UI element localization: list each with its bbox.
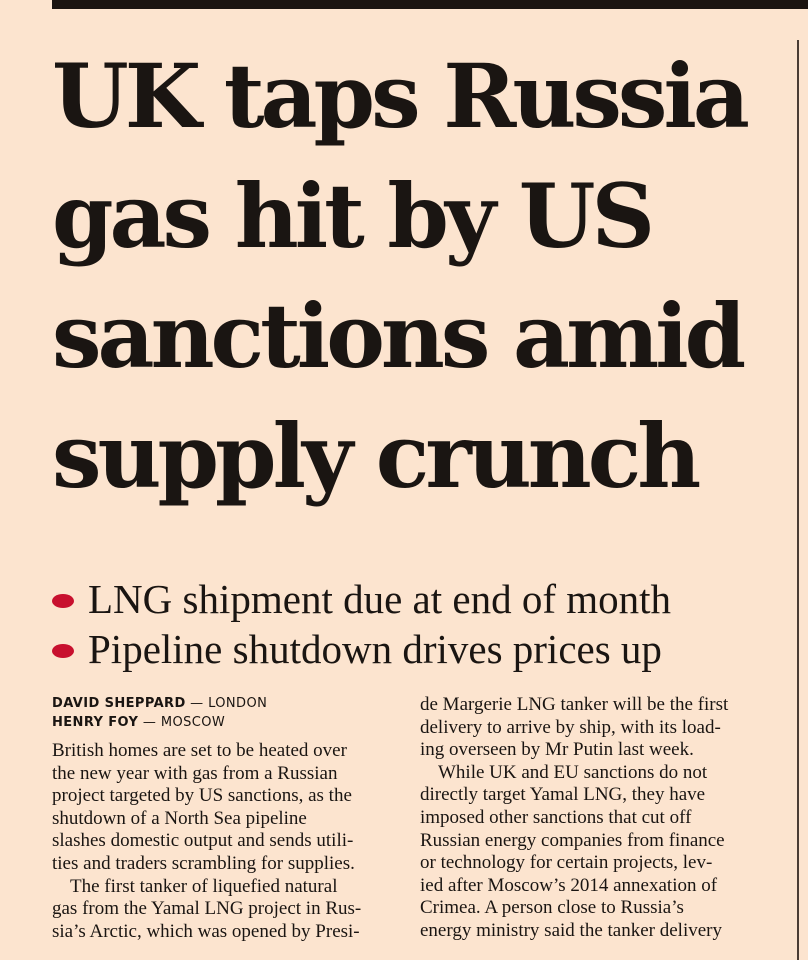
bullet-item: Pipeline shutdown drives prices up bbox=[52, 624, 792, 674]
author-name: DAVID SHEPPARD bbox=[52, 696, 186, 711]
body-line: directly target Yamal LNG, they have bbox=[420, 784, 706, 806]
body-line: sia’s Arctic, which was opened by Presi- bbox=[52, 920, 360, 942]
body-line: the new year with gas from a Russian bbox=[52, 762, 338, 784]
bullet-dot-icon bbox=[52, 644, 74, 658]
body-column-left: British homes are set to be heated over … bbox=[52, 740, 394, 943]
author-location: MOSCOW bbox=[160, 715, 226, 730]
body-line: shutdown of a North Sea pipeline bbox=[52, 807, 307, 829]
body-line: or technology for certain projects, lev- bbox=[420, 852, 713, 874]
headline-line: sanctions amid bbox=[52, 284, 746, 388]
headline-line: supply crunch bbox=[52, 404, 701, 508]
column-rule bbox=[797, 40, 799, 960]
body-line: Crimea. A person close to Russia’s bbox=[420, 897, 684, 919]
bullet-text: Pipeline shutdown drives prices up bbox=[88, 626, 662, 672]
byline-row: DAVID SHEPPARD — LONDON bbox=[52, 694, 267, 713]
body-line: Russian energy companies from finance bbox=[420, 829, 725, 851]
body-line: project targeted by US sanctions, as the bbox=[52, 785, 352, 807]
body-line: gas from the Yamal LNG project in Rus- bbox=[52, 898, 362, 920]
body-line: de Margerie LNG tanker will be the first bbox=[420, 694, 729, 715]
body-line: ties and traders scrambling for supplies… bbox=[52, 852, 355, 874]
body-line: delivery to arrive by ship, with its loa… bbox=[420, 716, 721, 738]
body-line: The first tanker of liquefied natural bbox=[70, 875, 338, 897]
headline-line: gas hit by US bbox=[52, 164, 655, 268]
headline: UK taps Russia gas hit by US sanctions a… bbox=[52, 36, 787, 516]
byline-separator: — bbox=[185, 696, 209, 711]
top-rule bbox=[52, 0, 808, 9]
body-line: ing overseen by Mr Putin last week. bbox=[420, 739, 694, 761]
body-line: slashes domestic output and sends utili- bbox=[52, 830, 354, 852]
body-column-right: de Margerie LNG tanker will be the first… bbox=[420, 694, 768, 943]
headline-line: UK taps Russia bbox=[52, 44, 750, 148]
byline: DAVID SHEPPARD — LONDON HENRY FOY — MOSC… bbox=[52, 694, 267, 732]
body-line: British homes are set to be heated over bbox=[52, 740, 347, 761]
body-line: energy ministry said the tanker delivery bbox=[420, 919, 722, 941]
byline-row: HENRY FOY — MOSCOW bbox=[52, 713, 267, 732]
author-name: HENRY FOY bbox=[52, 715, 139, 730]
bullet-item: LNG shipment due at end of month bbox=[52, 574, 792, 624]
body-line: While UK and EU sanctions do not bbox=[438, 761, 708, 783]
bullet-dot-icon bbox=[52, 594, 74, 608]
bullet-text: LNG shipment due at end of month bbox=[88, 576, 672, 622]
body-line: ied after Moscow’s 2014 annexation of bbox=[420, 874, 718, 896]
author-location: LONDON bbox=[208, 696, 268, 711]
byline-separator: — bbox=[138, 715, 161, 730]
standfirst-bullets: LNG shipment due at end of month Pipelin… bbox=[52, 574, 792, 674]
body-line: imposed other sanctions that cut off bbox=[420, 806, 692, 828]
